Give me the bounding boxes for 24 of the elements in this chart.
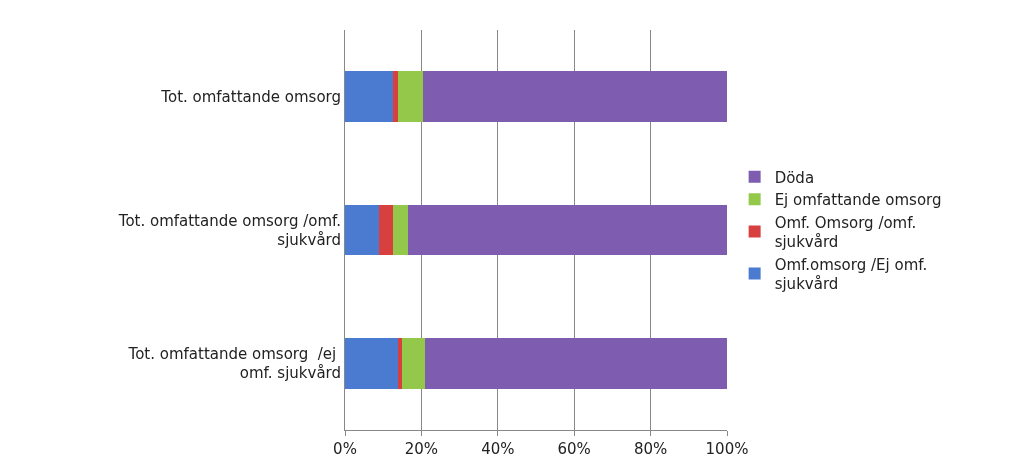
x-tick-label: 40%: [481, 440, 515, 458]
x-tick-label: 60%: [557, 440, 591, 458]
legend-label: Omf. Omsorg /omf. sjukvård: [774, 213, 917, 252]
bar: [425, 338, 727, 389]
bar: [408, 204, 727, 256]
x-tick-label: 20%: [404, 440, 439, 458]
bar: [345, 71, 393, 122]
legend-label: Omf.omsorg /Ej omf. sjukvård: [774, 255, 928, 294]
x-tick-label: 80%: [633, 440, 668, 458]
bar: [402, 338, 426, 389]
x-tick-label: 0%: [333, 440, 357, 458]
legend-label: Döda: [774, 168, 815, 187]
bar: [398, 71, 424, 122]
y-tick-label: Tot. omfattande omsorg /ej omf. sjukvård: [127, 344, 341, 383]
bar: [345, 338, 399, 389]
y-tick-label: Tot. omfattande omsorg: [160, 87, 341, 106]
x-tick-label: 100%: [705, 440, 749, 458]
bar: [392, 204, 409, 256]
bar: [398, 338, 403, 389]
y-tick-label: Tot. omfattande omsorg /omf. sjukvård: [117, 211, 341, 249]
legend-label: Ej omfattande omsorg: [774, 191, 942, 210]
bar: [345, 204, 380, 256]
bar: [423, 71, 727, 122]
bar: [379, 204, 393, 256]
